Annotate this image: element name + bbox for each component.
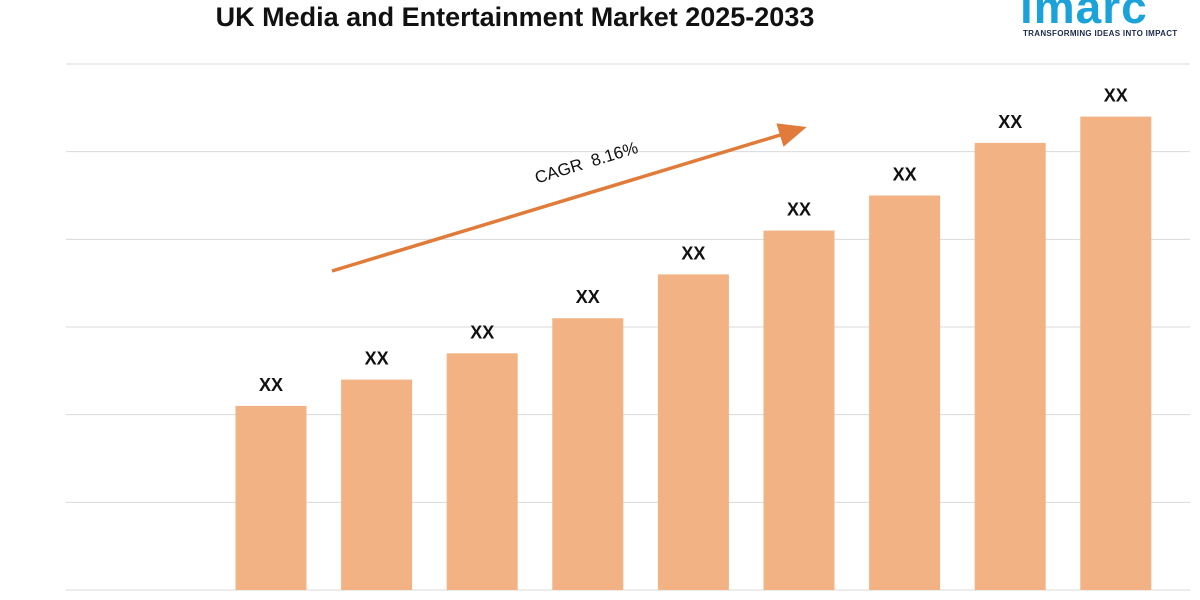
data-label: XX — [365, 349, 389, 369]
cagr-arrow — [331, 123, 807, 273]
chart-title: UK Media and Entertainment Market 2025-2… — [215, 2, 815, 32]
data-label: XX — [470, 322, 494, 342]
logo-tagline: TRANSFORMING IDEAS INTO IMPACT — [1023, 29, 1178, 38]
cagr-annotation: CAGR 8.16% — [533, 138, 641, 187]
data-label: XX — [1104, 86, 1128, 106]
bar — [763, 230, 835, 591]
bar — [552, 318, 624, 590]
bar — [869, 195, 941, 590]
bar — [341, 379, 413, 590]
bars — [235, 116, 1152, 591]
logo-wordmark: imarc — [1020, 0, 1148, 33]
data-label: XX — [787, 200, 811, 220]
data-labels: XX XX XX XX XX XX XX XX XX — [259, 86, 1128, 395]
bar — [1080, 116, 1152, 590]
bar — [974, 142, 1046, 590]
bar — [657, 274, 729, 590]
data-label: XX — [998, 112, 1022, 132]
bar — [235, 405, 307, 590]
data-label: XX — [576, 287, 600, 307]
bar — [446, 353, 518, 590]
imarc-logo: imarc TRANSFORMING IDEAS INTO IMPACT — [1020, 0, 1200, 42]
data-label: XX — [259, 375, 283, 395]
data-label: XX — [893, 165, 917, 185]
data-label: XX — [681, 243, 705, 263]
